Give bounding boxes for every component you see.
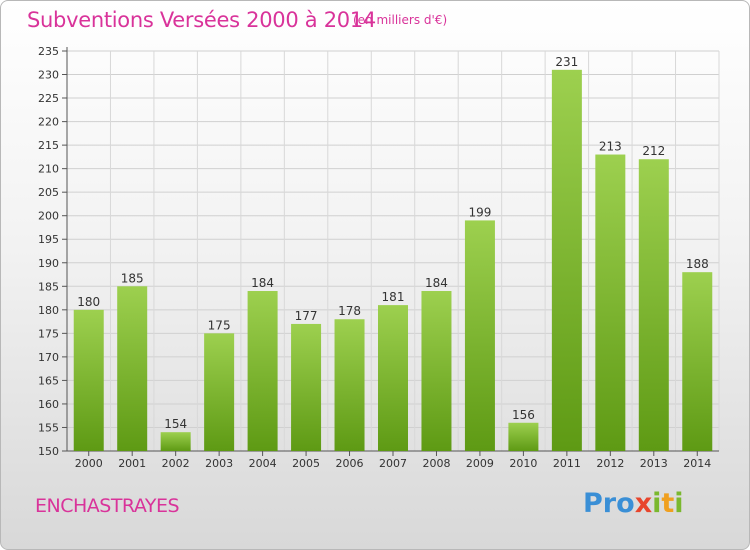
y-tick-label: 220 (38, 116, 59, 129)
data-label: 184 (251, 276, 274, 290)
data-label: 177 (295, 309, 318, 323)
y-tick-label: 225 (38, 92, 59, 105)
commune-name: ENCHASTRAYES (35, 495, 180, 517)
bar[interactable] (247, 291, 278, 451)
x-tick-label: 2003 (205, 457, 233, 470)
x-tick-label: 2005 (292, 457, 320, 470)
bar[interactable] (595, 154, 626, 451)
bar[interactable] (291, 323, 322, 451)
x-tick-label: 2011 (553, 457, 581, 470)
bar[interactable] (204, 333, 235, 451)
bar[interactable] (117, 286, 148, 451)
bar[interactable] (421, 291, 452, 451)
y-tick-label: 180 (38, 304, 59, 317)
y-tick-label: 200 (38, 210, 59, 223)
x-tick-label: 2009 (466, 457, 494, 470)
x-tick-label: 2000 (75, 457, 103, 470)
x-tick-label: 2007 (379, 457, 407, 470)
x-tick-label: 2004 (249, 457, 277, 470)
data-label: 175 (208, 318, 231, 332)
logo-letter: i (652, 488, 662, 519)
logo-letter: o (616, 488, 635, 519)
y-tick-label: 185 (38, 280, 59, 293)
x-tick-label: 2013 (640, 457, 668, 470)
data-label: 180 (77, 295, 100, 309)
data-label: 178 (338, 304, 361, 318)
y-tick-label: 230 (38, 69, 59, 82)
logo-letter: P (583, 488, 603, 519)
bar[interactable] (551, 69, 582, 451)
data-label: 188 (686, 257, 709, 271)
bar[interactable] (160, 432, 191, 451)
y-tick-label: 155 (38, 421, 59, 434)
y-tick-label: 160 (38, 398, 59, 411)
data-label: 213 (599, 140, 622, 154)
data-label: 185 (121, 271, 144, 285)
x-tick-label: 2002 (162, 457, 190, 470)
data-label: 231 (555, 55, 578, 69)
chart-title: Subventions Versées 2000 à 2014 (27, 8, 376, 32)
y-tick-label: 210 (38, 163, 59, 176)
bar[interactable] (464, 220, 495, 451)
data-label: 181 (382, 290, 405, 304)
chart-subtitle: (en milliers d'€) (353, 13, 448, 27)
data-label: 154 (164, 417, 187, 431)
bar[interactable] (508, 422, 539, 451)
x-tick-label: 2006 (336, 457, 364, 470)
data-label: 212 (642, 144, 665, 158)
bar[interactable] (378, 305, 408, 451)
y-tick-label: 235 (38, 45, 59, 58)
logo-letter: r (602, 488, 617, 519)
bar[interactable] (334, 319, 365, 451)
y-tick-label: 165 (38, 374, 59, 387)
logo-letter: x (634, 488, 653, 519)
y-tick-label: 215 (38, 139, 59, 152)
y-tick-label: 195 (38, 233, 59, 246)
y-tick-label: 175 (38, 327, 59, 340)
data-label: 199 (468, 205, 491, 219)
data-label: 184 (425, 276, 448, 290)
logo-letter: i (674, 488, 684, 519)
x-tick-label: 2010 (509, 457, 537, 470)
y-tick-label: 150 (38, 445, 59, 458)
x-tick-label: 2012 (596, 457, 624, 470)
x-tick-label: 2001 (118, 457, 146, 470)
y-tick-label: 170 (38, 351, 59, 364)
y-tick-label: 205 (38, 186, 59, 199)
labels: 150 155 160 165 170 175 180 185 190 195 200 205 210 2… (38, 45, 711, 470)
bar[interactable] (682, 272, 713, 451)
x-tick-label: 2008 (422, 457, 450, 470)
data-label: 156 (512, 408, 535, 422)
logo-letter: t (661, 488, 675, 519)
y-tick-label: 190 (38, 257, 59, 270)
x-tick-label: 2014 (683, 457, 711, 470)
bars (73, 69, 713, 451)
bar[interactable] (73, 309, 104, 451)
proxiti-logo[interactable]: Proxiti (583, 488, 684, 519)
bar[interactable] (638, 159, 669, 451)
